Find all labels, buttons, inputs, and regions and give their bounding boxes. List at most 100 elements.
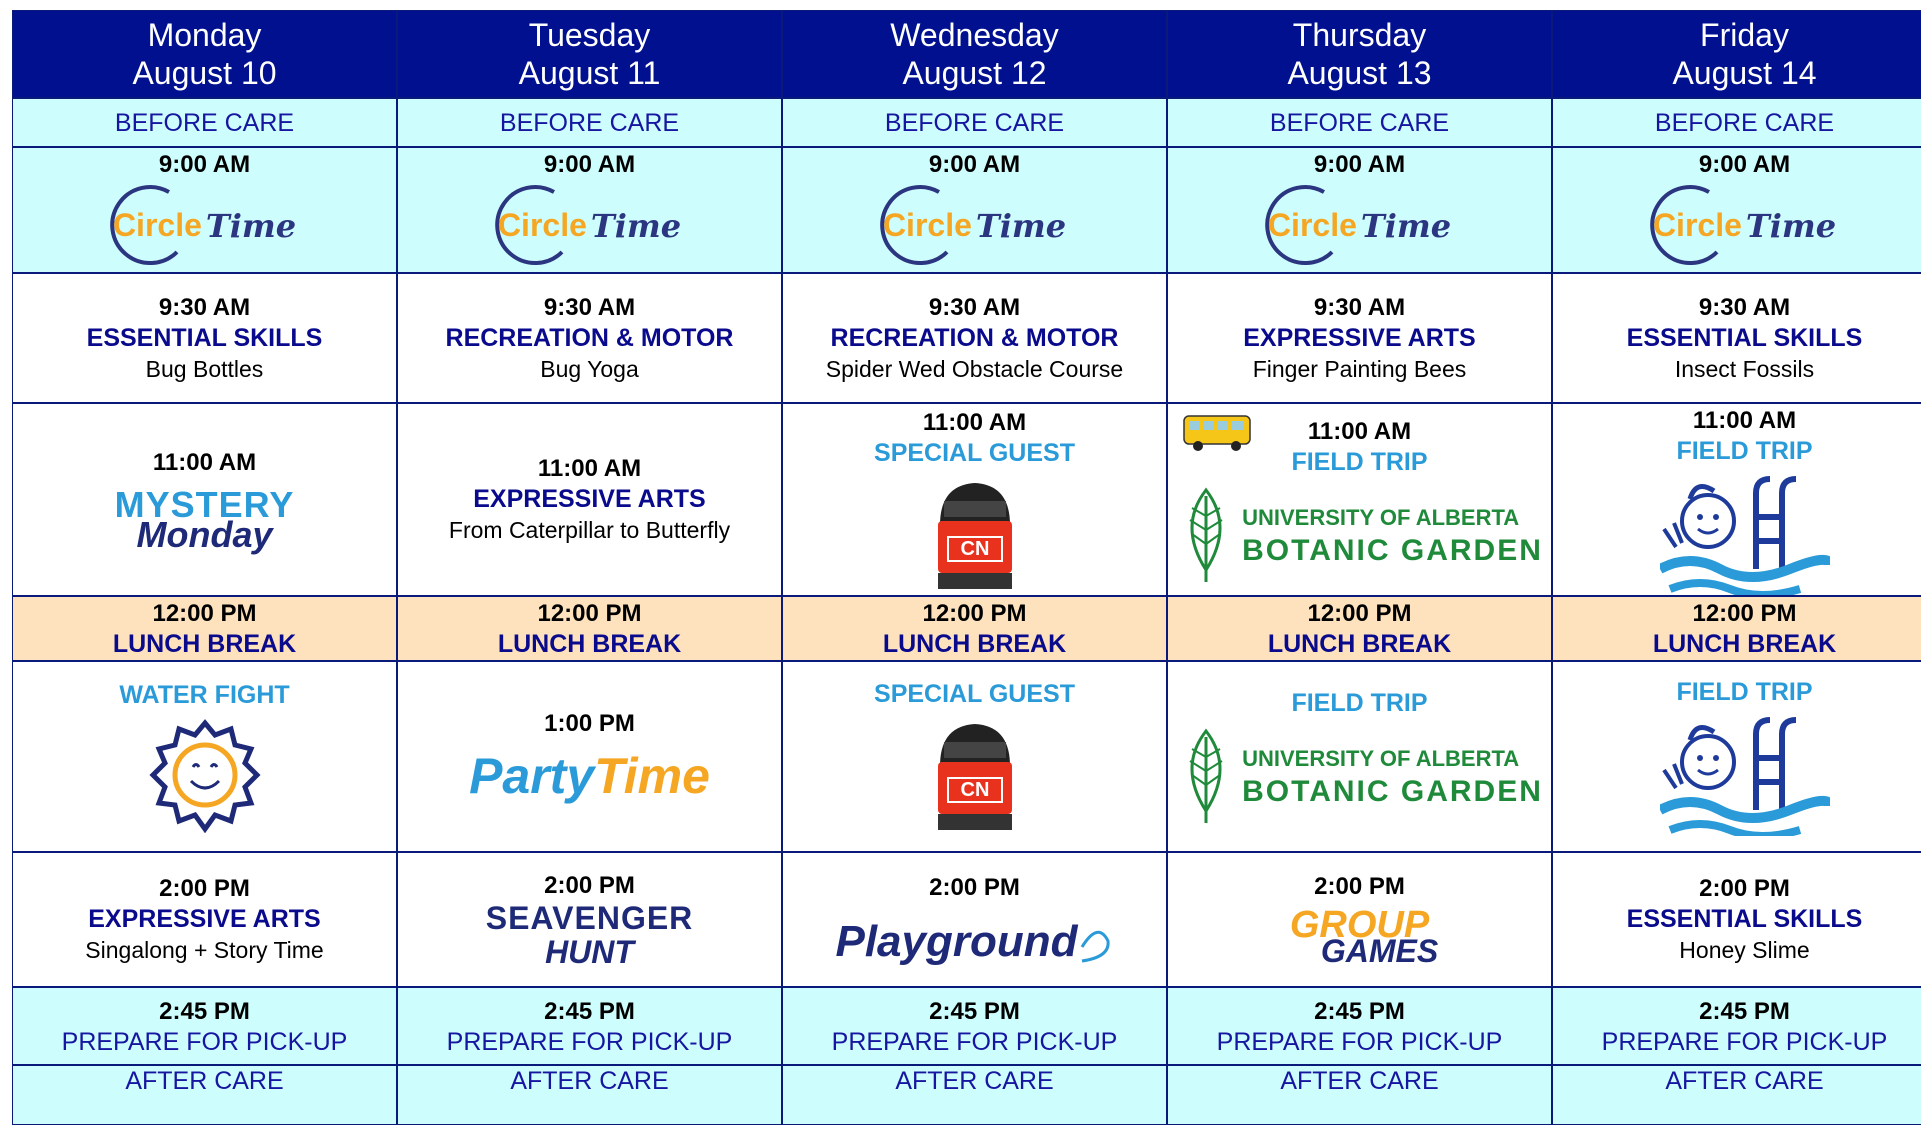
logo-text: Time	[1360, 206, 1452, 245]
label: LUNCH BREAK	[1267, 630, 1452, 658]
schedule-cell: AFTER CARE	[1552, 1065, 1921, 1125]
circle-arc	[1264, 184, 1333, 265]
leaf-icon	[1189, 487, 1223, 582]
schedule-cell: 2:00 PM SEAVENGER HUNT	[397, 852, 782, 987]
logo-text: Monday	[136, 514, 273, 555]
logo-text: GAMES	[1320, 933, 1439, 969]
label: LUNCH BREAK	[112, 630, 297, 658]
day-header: Friday August 14	[1552, 10, 1921, 98]
label: LUNCH BREAK	[497, 630, 682, 658]
circle-arc	[879, 184, 948, 265]
late-morning-row: 11:00 AM MYSTERY Monday 11:00 AM EXPRESSIVE …	[12, 403, 1921, 596]
time: 11:00 AM	[537, 455, 642, 482]
schedule-cell: BEFORE CARE	[397, 98, 782, 147]
time: 11:00 AM	[1692, 406, 1797, 434]
logo-text: MYSTERY	[114, 484, 295, 525]
sun-icon	[148, 719, 261, 833]
schedule-cell: AFTER CARE	[1167, 1065, 1552, 1125]
cell-label: AFTER CARE	[1280, 1067, 1439, 1095]
schedule-cell: 2:45 PM PREPARE FOR PICK-UP	[1167, 987, 1552, 1065]
time: 2:45 PM	[159, 997, 250, 1025]
day-name: Tuesday	[528, 17, 651, 53]
activity: Honey Slime	[1679, 937, 1810, 963]
lunch-row: 12:00 PM LUNCH BREAK 12:00 PM LUNCH BREAK 12…	[12, 596, 1921, 661]
day-name: Friday	[1700, 17, 1789, 53]
day-name: Monday	[147, 17, 262, 53]
time: 2:00 PM	[544, 872, 635, 899]
day-date: August 12	[902, 55, 1047, 91]
schedule-cell: AFTER CARE	[12, 1065, 397, 1125]
time: 2:00 PM	[159, 875, 250, 902]
schedule-cell: 12:00 PM LUNCH BREAK	[782, 596, 1167, 661]
time: 11:00 AM	[152, 449, 257, 476]
event: WATER FIGHT	[119, 681, 290, 709]
category: ESSENTIAL SKILLS	[1626, 323, 1863, 352]
schedule-cell: SPECIAL GUEST CN	[782, 661, 1167, 852]
garden-text: UNIVERSITY OF ALBERTA BOTANIC GARDEN	[1242, 743, 1543, 809]
schedule-cell: 12:00 PM LUNCH BREAK	[12, 596, 397, 661]
time: 2:45 PM	[1699, 997, 1790, 1025]
schedule-cell: FIELD TRIP	[1552, 661, 1921, 852]
days-row: Monday August 10 Tuesday August 11 Wednesday…	[12, 10, 1921, 98]
event: SPECIAL GUEST	[874, 680, 1075, 708]
cell-label: BEFORE CARE	[114, 108, 295, 137]
logo-text: Time	[1745, 206, 1837, 245]
time: 12:00 PM	[152, 600, 257, 627]
time: 12:00 PM	[537, 600, 642, 627]
cell-label: BEFORE CARE	[884, 108, 1065, 137]
activity: From Caterpillar to Butterfly	[448, 517, 731, 543]
category: RECREATION & MOTOR	[445, 323, 734, 352]
category: RECREATION & MOTOR	[830, 323, 1119, 352]
logo: Circle Time	[105, 180, 305, 272]
activity: Singalong + Story Time	[85, 937, 324, 963]
category: ESSENTIAL SKILLS	[86, 323, 323, 352]
category: EXPRESSIVE ARTS	[1243, 323, 1476, 352]
after-care-row: AFTER CARE AFTER CARE AFTER CARE AFTER CARE…	[12, 1065, 1921, 1125]
activity: Bug Yoga	[540, 355, 639, 382]
activity: Bug Bottles	[145, 355, 264, 382]
schedule-cell: 11:00 AM FIELD TRIP	[1552, 403, 1921, 596]
day-name: Wednesday	[890, 17, 1059, 53]
schedule-cell: 1:00 PM Party Time	[397, 661, 782, 852]
time: 12:00 PM	[1692, 600, 1797, 627]
logo-text: Circle	[112, 207, 202, 243]
event: FIELD TRIP	[1676, 436, 1813, 465]
logo-text: Time	[594, 748, 710, 804]
logo: CN	[930, 475, 1020, 593]
schedule-cell: 11:00 AM MYSTERY Monday	[12, 403, 397, 596]
schedule-cell: 9:30 AM RECREATION & MOTOR Spider Wed Obst…	[782, 273, 1167, 403]
before-care-row: BEFORE CARE BEFORE CARE BEFORE CARE BEFORE …	[12, 98, 1921, 147]
cn-text: CN	[960, 779, 989, 801]
schedule-cell: 2:45 PM PREPARE FOR PICK-UP	[782, 987, 1167, 1065]
schedule-cell: 9:00 AM Circle Time	[12, 147, 397, 273]
event: FIELD TRIP	[1291, 689, 1428, 717]
day-header: Monday August 10	[12, 10, 397, 98]
time: 2:45 PM	[1314, 997, 1405, 1025]
label: PREPARE FOR PICK-UP	[1601, 1027, 1888, 1056]
logo-text: Circle	[882, 207, 972, 243]
time: 12:00 PM	[922, 600, 1027, 627]
logo-text: Circle	[1652, 207, 1742, 243]
schedule-cell: 2:45 PM PREPARE FOR PICK-UP	[397, 987, 782, 1065]
logo: GROUP GAMES	[1281, 906, 1439, 969]
time: 2:00 PM	[929, 874, 1020, 901]
day-date: August 13	[1287, 55, 1432, 91]
swim-icon	[1659, 475, 1830, 595]
logo-text: SEAVENGER	[485, 900, 694, 936]
circle-arc	[494, 184, 563, 265]
logo: Playground	[835, 917, 1113, 967]
day-header: Thursday August 13	[1167, 10, 1552, 98]
logo: MYSTERY Monday	[114, 484, 295, 555]
schedule-cell: 9:30 AM EXPRESSIVE ARTS Finger Painting Be…	[1167, 273, 1552, 403]
label: PREPARE FOR PICK-UP	[446, 1027, 733, 1056]
schedule-cell: 2:45 PM PREPARE FOR PICK-UP	[1552, 987, 1921, 1065]
logo: CN	[930, 716, 1020, 834]
schedule-cell: 9:00 AM Circle Time	[1552, 147, 1921, 273]
activity: Spider Wed Obstacle Course	[825, 355, 1124, 382]
time: 9:00 AM	[1698, 150, 1791, 178]
time: 9:00 AM	[928, 150, 1021, 178]
category: EXPRESSIVE ARTS	[473, 485, 706, 513]
logo: Party Time	[469, 747, 710, 805]
schedule-table: Monday August 10 Tuesday August 11 Wednesday…	[12, 10, 1921, 1125]
late-afternoon-row: 2:00 PM EXPRESSIVE ARTS Singalong + Story …	[12, 852, 1921, 987]
